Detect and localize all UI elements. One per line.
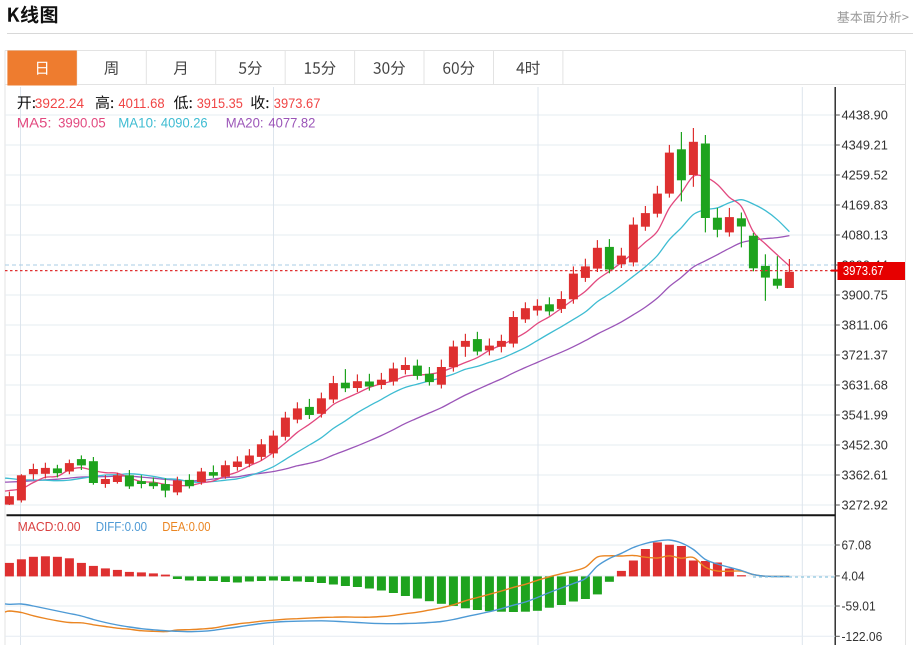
svg-text:DEA:0.00: DEA:0.00	[162, 519, 210, 534]
svg-text:4011.68: 4011.68	[118, 96, 164, 111]
svg-text:3973.67: 3973.67	[274, 96, 321, 111]
svg-text:4090.26: 4090.26	[161, 116, 208, 131]
svg-text:3541.99: 3541.99	[842, 408, 888, 423]
svg-text:3811.06: 3811.06	[842, 318, 888, 333]
svg-text:3631.68: 3631.68	[842, 378, 888, 393]
svg-text:3990.05: 3990.05	[58, 116, 106, 131]
svg-text:MACD:0.00: MACD:0.00	[18, 519, 81, 534]
svg-text:DIFF:0.00: DIFF:0.00	[96, 519, 147, 534]
svg-text:MA20:: MA20:	[226, 116, 264, 131]
svg-text:MA10:: MA10:	[118, 116, 157, 131]
svg-text:3362.61: 3362.61	[842, 468, 888, 483]
svg-text:4.04: 4.04	[842, 569, 865, 584]
svg-text:-59.01: -59.01	[842, 599, 876, 614]
svg-text:3452.30: 3452.30	[842, 438, 888, 453]
svg-text:4349.21: 4349.21	[842, 138, 888, 153]
svg-text:67.08: 67.08	[842, 538, 872, 553]
svg-text:3721.37: 3721.37	[842, 348, 888, 363]
svg-text:3900.75: 3900.75	[842, 288, 888, 303]
svg-text:MA5:: MA5:	[17, 116, 52, 131]
svg-text:4259.52: 4259.52	[842, 168, 888, 183]
svg-text:4169.83: 4169.83	[842, 198, 888, 213]
svg-text:4077.82: 4077.82	[268, 116, 315, 131]
svg-text:4438.90: 4438.90	[842, 108, 888, 123]
svg-text:3915.35: 3915.35	[197, 96, 243, 111]
svg-text:3973.67: 3973.67	[843, 264, 884, 278]
svg-text:-122.06: -122.06	[842, 629, 883, 644]
svg-text:3922.24: 3922.24	[35, 96, 85, 111]
svg-text:4080.13: 4080.13	[842, 228, 888, 243]
svg-text:3272.92: 3272.92	[842, 498, 888, 513]
